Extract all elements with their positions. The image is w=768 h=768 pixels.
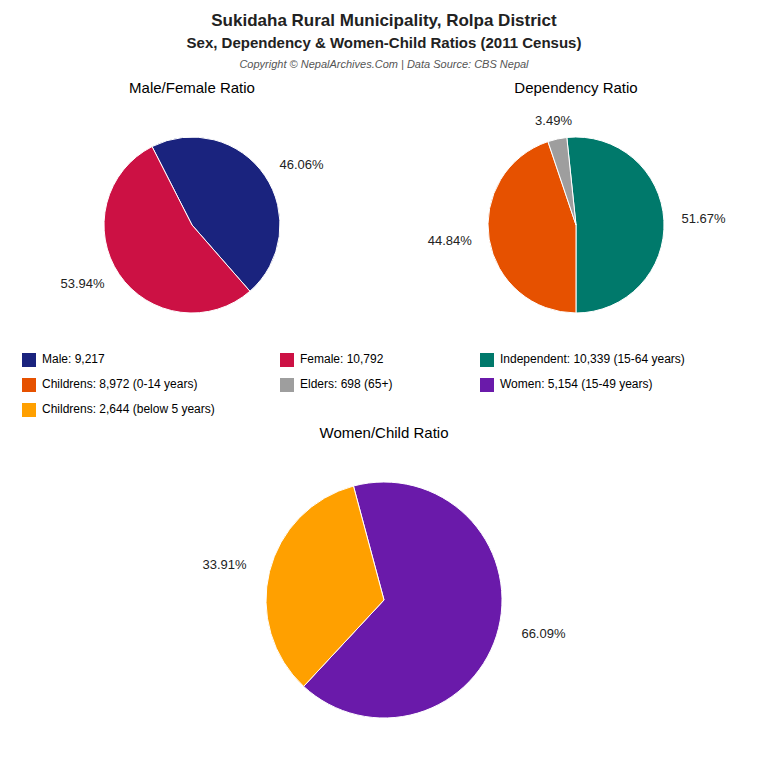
pie-slice — [548, 137, 576, 225]
legend-label: Independent: 10,339 (15-64 years) — [500, 352, 685, 366]
pie-title: Male/Female Ratio — [129, 79, 255, 96]
legend-label: Women: 5,154 (15-49 years) — [500, 377, 653, 391]
legend-label: Childrens: 2,644 (below 5 years) — [42, 402, 215, 416]
legend: Male: 9,217 Female: 10,792 Independent: 10… — [22, 352, 685, 417]
data-labels: 46.06% 53.94% — [60, 157, 324, 290]
legend-item: Female: 10,792 — [280, 352, 384, 367]
legend-swatch — [280, 353, 294, 367]
slices — [104, 137, 280, 313]
data-label: 33.91% — [202, 557, 247, 572]
data-label: 51.67% — [681, 211, 726, 226]
legend-item: Childrens: 8,972 (0-14 years) — [22, 377, 197, 392]
legend-swatch — [480, 353, 494, 367]
data-label: 44.84% — [428, 233, 473, 248]
legend-swatch — [22, 353, 36, 367]
pie-slice — [266, 486, 384, 686]
legend-item: Independent: 10,339 (15-64 years) — [480, 352, 685, 367]
slices — [488, 137, 664, 313]
data-label: 66.09% — [521, 626, 566, 641]
data-label: 46.06% — [279, 157, 324, 172]
legend-swatch — [22, 378, 36, 392]
legend-label: Female: 10,792 — [300, 352, 384, 366]
pie-slice — [104, 147, 250, 313]
data-labels: 51.67% 44.84% 3.49% — [428, 113, 726, 248]
legend-item: Male: 9,217 — [22, 352, 105, 367]
data-labels: 66.09% 33.91% — [202, 557, 565, 640]
legend-item: Women: 5,154 (15-49 years) — [480, 377, 653, 392]
chart-root: Sukidaha Rural Municipality, Rolpa Distr… — [0, 0, 768, 768]
legend-item: Elders: 698 (65+) — [280, 377, 392, 392]
subtitle: Sex, Dependency & Women-Child Ratios (20… — [187, 34, 582, 51]
legend-label: Childrens: 8,972 (0-14 years) — [42, 377, 197, 391]
pie-chart: Women/Child Ratio 66.09% 33.91% — [202, 424, 565, 718]
header: Sukidaha Rural Municipality, Rolpa Distr… — [187, 11, 582, 70]
data-label: 3.49% — [535, 113, 572, 128]
data-label: 53.94% — [60, 276, 105, 291]
title: Sukidaha Rural Municipality, Rolpa Distr… — [211, 11, 557, 30]
legend-swatch — [22, 403, 36, 417]
legend-swatch — [480, 378, 494, 392]
legend-swatch — [280, 378, 294, 392]
legend-item: Childrens: 2,644 (below 5 years) — [22, 402, 215, 417]
pie-slice — [567, 137, 664, 313]
pie-title: Dependency Ratio — [514, 79, 637, 96]
slices — [266, 482, 502, 718]
legend-label: Male: 9,217 — [42, 352, 105, 366]
pie-chart: Male/Female Ratio 46.06% 53.94% — [60, 79, 324, 313]
pie-chart: Dependency Ratio 51.67% 44.84% 3.49% — [428, 79, 726, 313]
pie-title: Women/Child Ratio — [320, 424, 449, 441]
annotation: Copyright © NepalArchives.Com | Data Sou… — [239, 58, 529, 70]
legend-label: Elders: 698 (65+) — [300, 377, 392, 391]
